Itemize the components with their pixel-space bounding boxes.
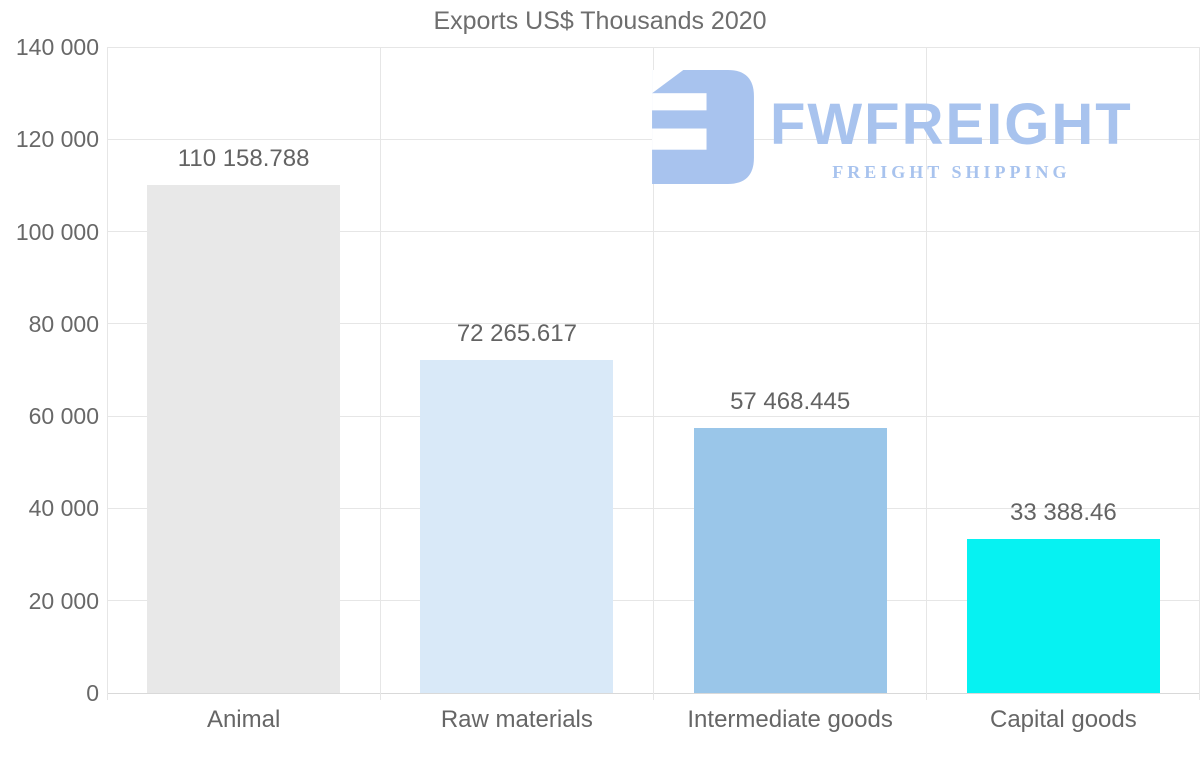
plot-area: 110 158.788 72 265.617 57 468.445 33 388.46: [106, 46, 1200, 700]
bar-value-label: 72 265.617: [456, 319, 577, 347]
y-axis-tick-label: 80 000: [28, 310, 99, 337]
brand-text-block: FWFREIGHT FREIGHT SHIPPING: [770, 70, 1133, 183]
x-axis-category-label: Intermediate goods: [687, 706, 893, 733]
y-axis-tick-label: 140 000: [15, 34, 99, 60]
y-axis-tick-label: 40 000: [28, 495, 99, 522]
bar-raw-materials[interactable]: [420, 359, 614, 693]
y-axis-tick-label: 100 000: [15, 218, 99, 245]
y-axis-tick-label: 20 000: [28, 587, 99, 614]
brand-watermark: FWFREIGHT FREIGHT SHIPPING: [652, 70, 1133, 184]
bar-capital-goods[interactable]: [966, 538, 1160, 693]
gridline-x-4: [1198, 47, 1200, 700]
bar-intermediate-goods[interactable]: [693, 427, 887, 693]
y-axis-tick-label: 120 000: [15, 126, 99, 153]
fwfreight-logo-icon: [652, 70, 754, 184]
brand-name: FWFREIGHT: [770, 92, 1133, 157]
bar-value-label: 33 388.46: [1009, 498, 1117, 526]
gridline-x-0: [106, 47, 108, 700]
bar-value-label: 57 468.445: [730, 387, 851, 415]
chart-title: Exports US$ Thousands 2020: [433, 7, 767, 35]
gridline-x-3: [926, 47, 928, 700]
brand-tagline: FREIGHT SHIPPING: [832, 162, 1071, 182]
bar-value-label: 110 158.788: [177, 144, 310, 172]
gridline-x-1: [379, 47, 381, 700]
x-axis-category-label: Raw materials: [440, 706, 593, 733]
x-axis-category-label: Animal: [206, 706, 281, 733]
y-axis-tick-label: 60 000: [28, 403, 99, 430]
bar-animal[interactable]: [147, 184, 341, 693]
gridline-x-2: [653, 47, 654, 700]
y-axis-tick-label: 0: [86, 680, 99, 706]
x-axis-category-label: Capital goods: [989, 706, 1137, 733]
